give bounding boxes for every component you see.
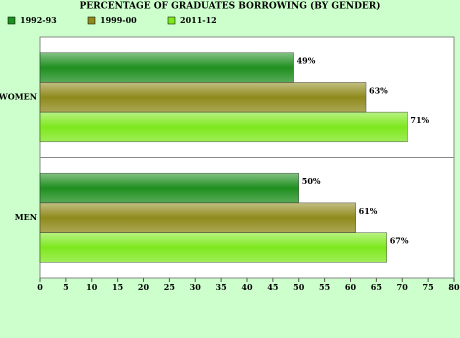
x-tick-label: 45 — [267, 282, 278, 292]
x-tick-label: 50 — [293, 282, 305, 292]
x-tick-label: 20 — [138, 282, 150, 292]
legend-swatch — [167, 16, 176, 25]
x-tick-label: 60 — [345, 282, 357, 292]
data-label: 67% — [390, 235, 409, 245]
x-tick-label: 10 — [86, 282, 98, 292]
data-label: 71% — [410, 115, 429, 125]
x-tick-label: 70 — [397, 282, 409, 292]
x-tick-label: 65 — [371, 282, 382, 292]
x-tick-label: 35 — [216, 282, 227, 292]
bar — [39, 172, 299, 204]
legend-label: 2011-12 — [180, 15, 217, 25]
legend-label: 1999-00 — [100, 15, 137, 25]
y-tick-label: MEN — [15, 212, 37, 222]
x-tick-label: 5 — [63, 282, 69, 292]
legend-label: 1992-93 — [20, 15, 57, 25]
data-label: 49% — [297, 56, 316, 66]
x-tick-label: 80 — [448, 282, 460, 292]
legend-swatch — [7, 16, 16, 25]
data-label: 61% — [359, 206, 378, 216]
x-tick-label: 40 — [241, 282, 253, 292]
chart-title: PERCENTAGE OF GRADUATES BORROWING (BY GE… — [79, 1, 380, 12]
x-tick-label: 75 — [423, 282, 434, 292]
bar — [39, 232, 387, 263]
y-tick-label: WOMEN — [0, 91, 37, 101]
bar — [39, 111, 408, 143]
data-label: 63% — [369, 85, 388, 95]
bar — [39, 52, 294, 83]
legend-swatch — [87, 16, 96, 25]
x-tick-label: 0 — [37, 282, 43, 292]
data-label: 50% — [302, 176, 321, 186]
bar — [39, 82, 367, 113]
x-tick-label: 55 — [319, 282, 330, 292]
bar — [39, 202, 356, 233]
x-tick-label: 15 — [112, 282, 123, 292]
x-tick-label: 30 — [190, 282, 202, 292]
x-tick-label: 25 — [164, 282, 175, 292]
